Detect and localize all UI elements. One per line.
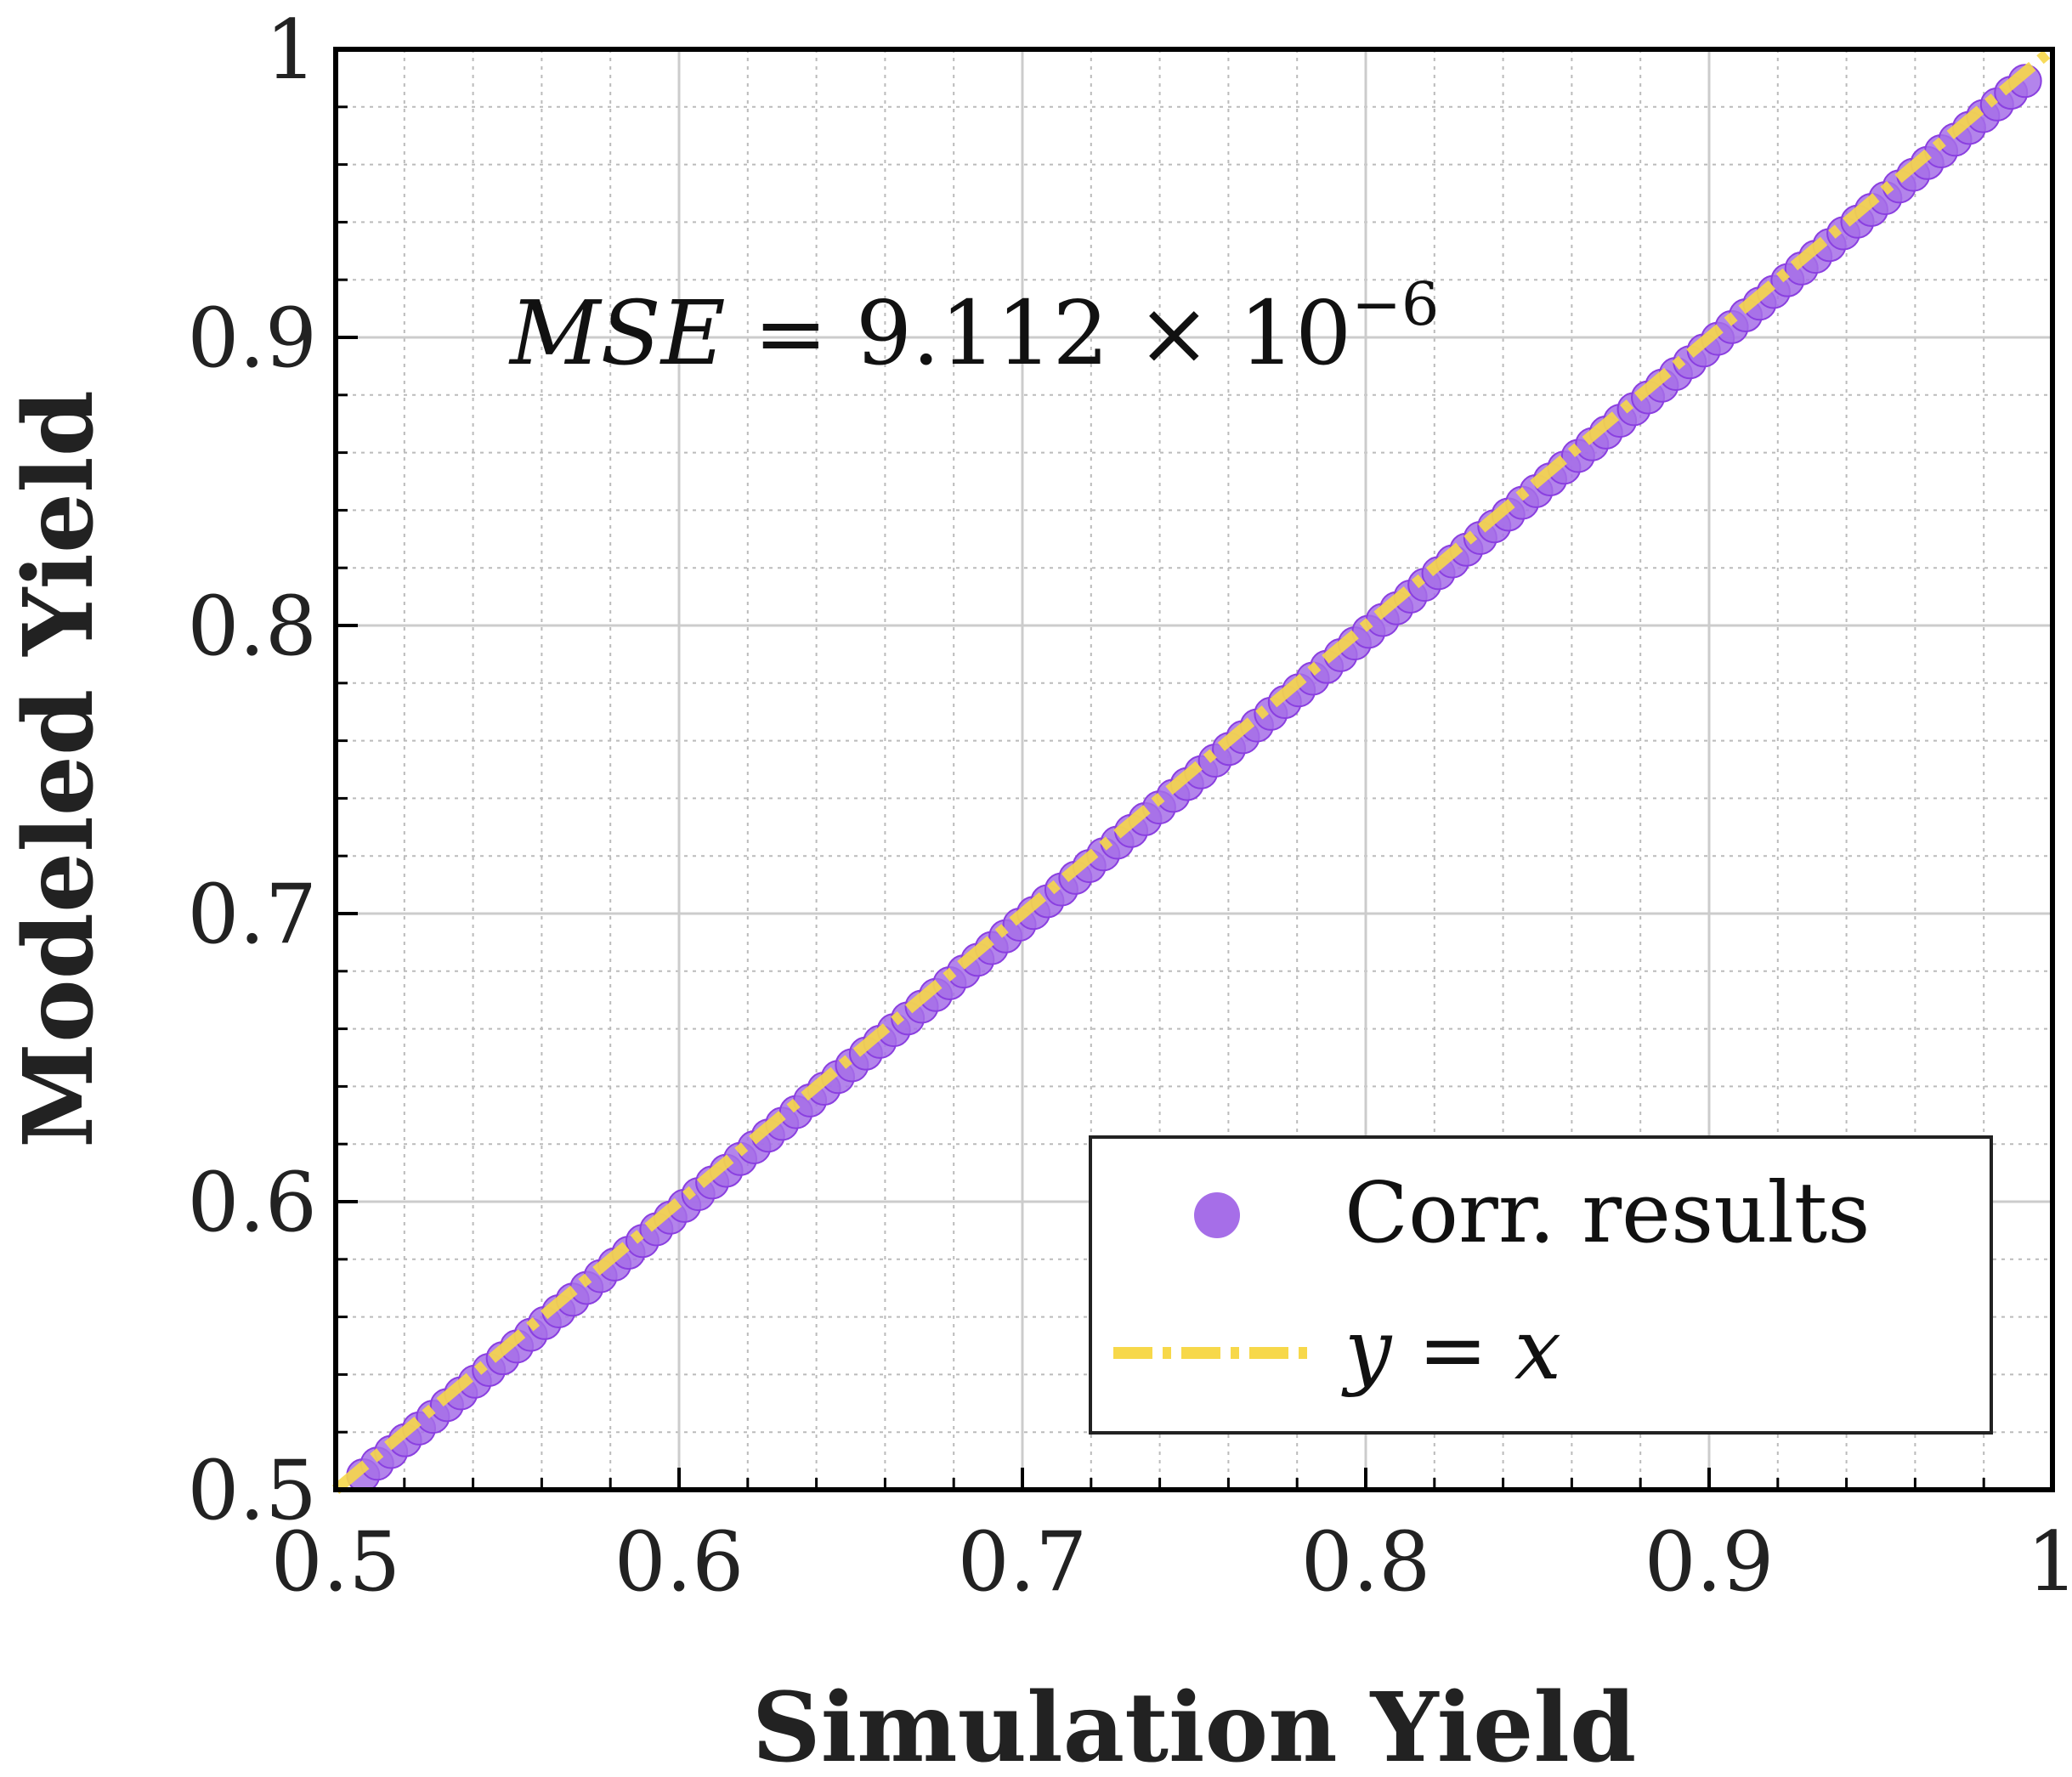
mse-lhs: MSE bbox=[508, 281, 726, 385]
scatter-series bbox=[346, 64, 2042, 1493]
y-tick-label: 0.6 bbox=[187, 1155, 317, 1250]
y-axis-title: Modeled Yield bbox=[3, 390, 115, 1148]
reference-line bbox=[331, 45, 2057, 1494]
legend-line-label-y: y bbox=[1341, 1302, 1393, 1399]
y-tick-label: 0.7 bbox=[187, 867, 317, 962]
x-tick-label: 0.7 bbox=[958, 1514, 1088, 1610]
legend-line-label-eq: = bbox=[1391, 1302, 1514, 1399]
x-axis-title: Simulation Yield bbox=[752, 1672, 1637, 1777]
legend-scatter-label: Corr. results bbox=[1345, 1165, 1870, 1262]
x-tick-labels: 0.5 0.6 0.7 0.8 0.9 1 bbox=[271, 1514, 2072, 1610]
y-tick-label: 1 bbox=[265, 3, 317, 98]
y-tick-label: 0.9 bbox=[187, 291, 317, 386]
y-tick-label: 0.8 bbox=[187, 579, 317, 674]
legend-scatter-marker bbox=[1194, 1192, 1240, 1238]
legend: Corr. results y = x bbox=[1089, 1135, 1993, 1435]
legend-line-label-x: x bbox=[1514, 1302, 1561, 1399]
legend-line-label: y = x bbox=[1341, 1302, 1561, 1399]
x-tick-label: 0.5 bbox=[271, 1514, 401, 1610]
y-tick-labels: 0.5 0.6 0.7 0.8 0.9 1 bbox=[187, 3, 317, 1538]
axis-ticks bbox=[334, 48, 2054, 1491]
mse-value: = 9.112 × 10 bbox=[726, 281, 1352, 385]
axes-frame bbox=[333, 47, 2055, 1492]
y-tick-label: 0.5 bbox=[187, 1443, 317, 1538]
x-tick-label: 0.6 bbox=[614, 1514, 744, 1610]
x-tick-label: 1 bbox=[2026, 1514, 2072, 1610]
mse-exponent: −6 bbox=[1351, 269, 1439, 339]
reference-line-series bbox=[331, 45, 2057, 1494]
mse-annotation: MSE = 9.112 × 10−6 bbox=[508, 269, 1439, 385]
x-tick-label: 0.8 bbox=[1301, 1514, 1431, 1610]
legend-box bbox=[1089, 1135, 1993, 1435]
x-tick-label: 0.9 bbox=[1645, 1514, 1775, 1610]
